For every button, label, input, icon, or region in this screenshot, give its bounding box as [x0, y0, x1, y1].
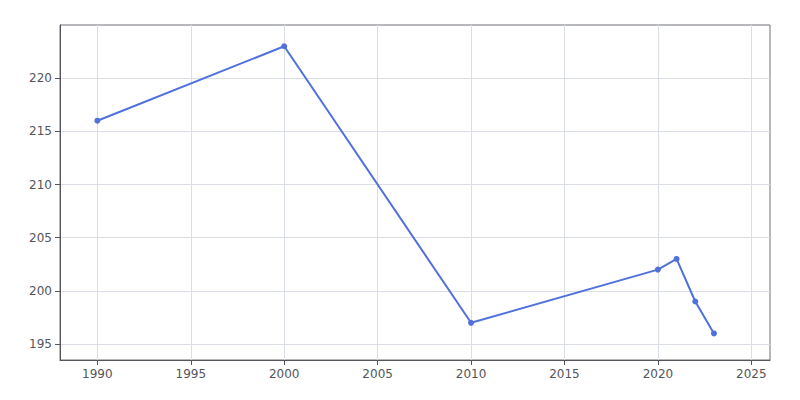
svg-text:2005: 2005 — [362, 367, 393, 381]
svg-text:2000: 2000 — [269, 367, 300, 381]
svg-text:205: 205 — [29, 231, 52, 245]
svg-text:220: 220 — [29, 71, 52, 85]
svg-text:210: 210 — [29, 178, 52, 192]
svg-text:2025: 2025 — [736, 367, 767, 381]
svg-text:195: 195 — [29, 337, 52, 351]
svg-text:2020: 2020 — [643, 367, 674, 381]
svg-text:2015: 2015 — [549, 367, 580, 381]
svg-text:2010: 2010 — [456, 367, 487, 381]
svg-text:1995: 1995 — [176, 367, 207, 381]
svg-text:215: 215 — [29, 124, 52, 138]
svg-text:200: 200 — [29, 284, 52, 298]
svg-text:1990: 1990 — [82, 367, 113, 381]
